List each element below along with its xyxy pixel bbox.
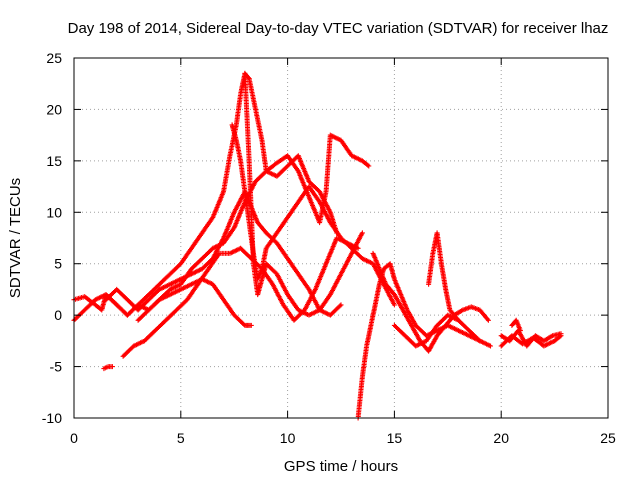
series-markers [242, 70, 365, 318]
y-axis-title: SDTVAR / TECUs [7, 178, 24, 298]
y-tick-label: -10 [42, 410, 62, 426]
axis-ticks: 0 5 10 15 20 25 -10 -5 0 5 10 15 20 25 [42, 50, 616, 446]
x-tick-label: 5 [177, 430, 185, 446]
series-track-4 [120, 235, 361, 359]
y-tick-label: -5 [50, 359, 63, 375]
series-track-15 [509, 317, 523, 334]
y-tick-label: 5 [54, 256, 62, 272]
x-tick-label: 0 [70, 430, 78, 446]
series-track-11 [426, 230, 461, 323]
series-markers [509, 317, 523, 334]
series-track-5 [101, 364, 115, 372]
x-tick-label: 20 [493, 430, 509, 446]
x-tick-label: 10 [280, 430, 296, 446]
x-tick-label: 15 [387, 430, 403, 446]
x-tick-label: 25 [600, 430, 616, 446]
series-markers [391, 312, 483, 349]
x-axis-title: GPS time / hours [284, 458, 398, 475]
y-tick-label: 15 [46, 153, 62, 169]
series-markers [498, 333, 564, 349]
plot-frame [73, 57, 609, 419]
y-tick-label: 25 [46, 50, 62, 66]
series-markers [101, 364, 115, 372]
data-series [71, 70, 564, 421]
series-markers [120, 235, 361, 359]
series-track-12 [391, 312, 483, 349]
series-track-8 [242, 70, 365, 318]
series-markers [135, 276, 254, 328]
y-tick-label: 0 [54, 307, 62, 323]
y-tick-label: 10 [46, 204, 62, 220]
chart-title: Day 198 of 2014, Sidereal Day-to-day VTE… [68, 20, 609, 37]
series-track-14 [498, 333, 564, 349]
series-markers [426, 230, 461, 323]
y-tick-label: 20 [46, 101, 62, 117]
grid-lines [74, 58, 608, 418]
series-track-6 [135, 276, 254, 328]
